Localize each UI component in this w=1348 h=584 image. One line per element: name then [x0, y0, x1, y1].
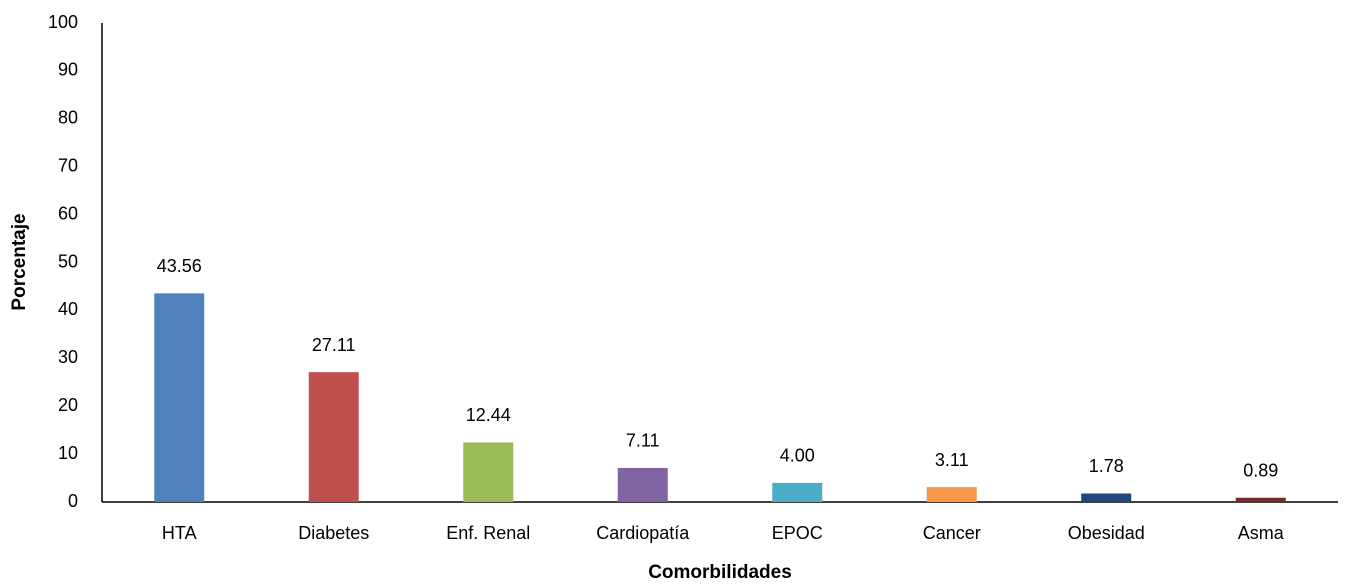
x-tick-label: Asma: [1238, 523, 1285, 543]
data-label: 4.00: [780, 446, 815, 466]
data-label: 7.11: [626, 431, 660, 451]
bar: [463, 442, 514, 502]
y-tick-label: 10: [58, 443, 78, 463]
bar: [617, 467, 668, 502]
bar: [1235, 497, 1286, 502]
x-tick-label: Obesidad: [1068, 523, 1145, 543]
bar: [1081, 493, 1132, 502]
x-tick-label: Cardiopatía: [596, 523, 690, 543]
bar: [772, 482, 823, 502]
data-label: 3.11: [935, 450, 969, 470]
data-label: 27.11: [312, 335, 356, 355]
bar: [154, 293, 205, 502]
data-label: 1.78: [1089, 456, 1124, 476]
bar: [926, 487, 977, 502]
x-tick-label: Diabetes: [298, 523, 369, 543]
x-tick-label: Cancer: [923, 523, 981, 543]
x-tick-label: EPOC: [772, 523, 823, 543]
y-tick-label: 70: [58, 155, 78, 175]
y-tick-label: 30: [58, 347, 78, 367]
x-tick-label: HTA: [162, 523, 197, 543]
y-tick-label: 100: [48, 12, 78, 32]
y-tick-label: 90: [58, 60, 78, 80]
x-tick-label: Enf. Renal: [446, 523, 530, 543]
data-label: 0.89: [1243, 460, 1278, 480]
x-axis-title: Comorbilidades: [648, 562, 792, 583]
bar: [308, 372, 359, 502]
y-tick-label: 60: [58, 203, 78, 223]
data-label: 12.44: [466, 405, 511, 425]
y-tick-label: 0: [68, 491, 78, 511]
y-tick-label: 80: [58, 108, 78, 128]
data-label: 43.56: [157, 256, 202, 276]
y-tick-label: 40: [58, 299, 78, 319]
y-axis-title: Porcentaje: [9, 213, 30, 310]
y-tick-label: 20: [58, 395, 78, 415]
y-tick-label: 50: [58, 251, 78, 271]
